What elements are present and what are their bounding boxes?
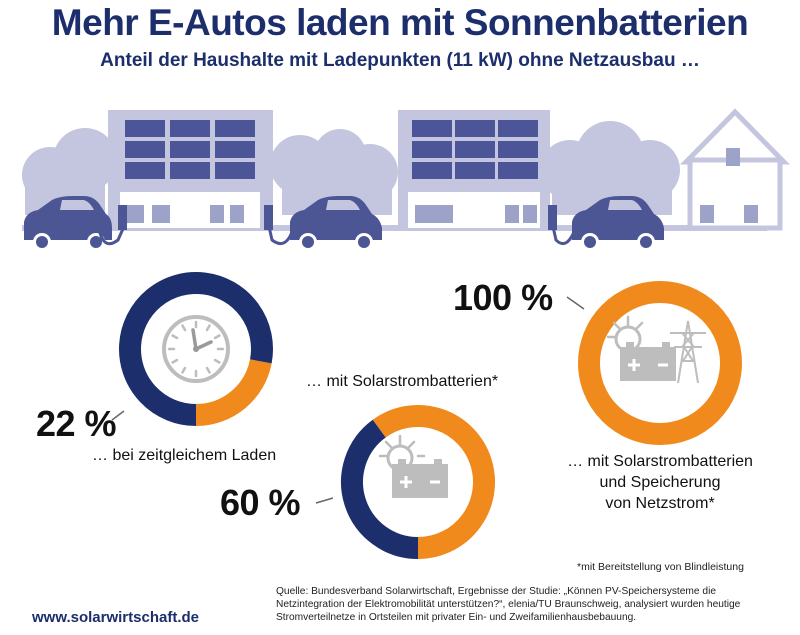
house-3 — [680, 108, 790, 231]
house-2 — [398, 110, 550, 228]
donut-slice-share — [372, 405, 495, 559]
caption-100-line-2: und Speicherung — [599, 474, 721, 491]
charger-1 — [118, 205, 127, 230]
donut-slice-share — [195, 358, 272, 426]
leader-line-60 — [315, 497, 334, 504]
charging-cable-3 — [550, 221, 576, 246]
donut-slice-rest — [119, 272, 273, 426]
charger-2 — [264, 205, 273, 230]
ground-line — [22, 225, 767, 231]
car-3 — [572, 196, 664, 251]
caption-60: … mit Solarstrombatterien* — [306, 373, 499, 390]
value-label-22: 22 % — [36, 403, 117, 444]
donut-chart-22 — [119, 272, 273, 426]
sun-battery-pylon-icon — [606, 315, 706, 384]
website-link[interactable]: www.solarwirtschaft.de — [32, 609, 199, 626]
car-2 — [290, 196, 382, 251]
charger-3 — [548, 205, 557, 230]
car-1 — [24, 196, 112, 251]
charging-cable-2 — [266, 221, 294, 246]
donut-slice-share — [578, 281, 742, 445]
donut-chart-60 — [341, 405, 495, 559]
value-label-60: 60 % — [220, 482, 301, 523]
solar-panel-grid-2 — [412, 120, 538, 179]
donut-chart-100 — [578, 281, 742, 445]
charging-cable-1 — [98, 221, 128, 246]
leader-line-22 — [111, 410, 125, 421]
caption-100: … mit Solarstrombatterien und Speicherun… — [520, 451, 800, 514]
footnote: *mit Bereitstellung von Blindleistung — [577, 561, 744, 573]
page-title: Mehr E-Autos laden mit Sonnenbatterien — [51, 2, 749, 43]
leader-line-100 — [566, 296, 585, 310]
house-1 — [108, 110, 273, 228]
source-citation: Quelle: Bundesverband Solarwirtschaft, E… — [276, 586, 741, 623]
caption-100-line-1: … mit Solarstrombatterien — [567, 453, 753, 470]
page-subtitle: Anteil der Haushalte mit Ladepunkten (11… — [100, 50, 700, 71]
value-label-100: 100 % — [453, 277, 553, 318]
caption-100-line-3: von Netzstrom* — [605, 495, 715, 512]
caption-22: … bei zeitgleichem Laden — [92, 447, 277, 464]
street-scene-illustration — [22, 108, 790, 251]
clock-icon — [162, 315, 230, 383]
sun-battery-icon — [378, 434, 448, 498]
solar-panel-grid-1 — [125, 120, 255, 179]
donut-slice-rest — [341, 419, 419, 559]
